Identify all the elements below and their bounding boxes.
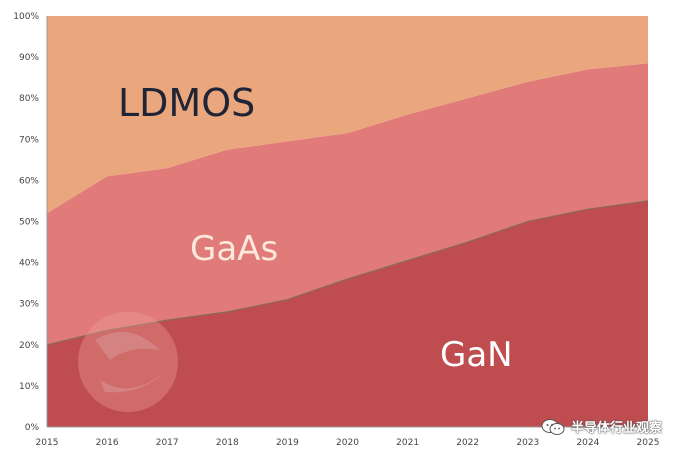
x-tick-label: 2024 bbox=[576, 438, 599, 448]
x-tick-label: 2020 bbox=[336, 438, 359, 448]
x-tick-label: 2015 bbox=[36, 438, 59, 448]
boundary-gan-gaas bbox=[46, 200, 649, 346]
area-label-gan: GaN bbox=[440, 335, 513, 375]
y-tick-label: 70% bbox=[19, 135, 39, 145]
y-tick-label: 40% bbox=[19, 259, 39, 269]
watermark-logo bbox=[78, 312, 178, 412]
watermark-text: 半导体行业观察 bbox=[570, 421, 662, 436]
y-axis: 0% 10% 20% 30% 40% 50% 60% 70% 80% 90% 100% bbox=[13, 12, 48, 433]
x-tick-label: 2018 bbox=[216, 438, 239, 448]
x-tick-label: 2021 bbox=[396, 438, 419, 448]
x-tick-label: 2025 bbox=[637, 438, 660, 448]
area-gaas bbox=[47, 63, 648, 345]
area-labels: GaN GaAs LDMOS bbox=[118, 81, 513, 375]
wechat-icon bbox=[541, 418, 565, 435]
y-tick-label: 20% bbox=[19, 341, 39, 351]
area-label-ldmos: LDMOS bbox=[118, 81, 255, 125]
x-tick-label: 2023 bbox=[516, 438, 539, 448]
x-tick-label: 2022 bbox=[456, 438, 479, 448]
y-tick-label: 30% bbox=[19, 300, 39, 310]
y-tick-label: 10% bbox=[19, 382, 39, 392]
y-tick-label: 50% bbox=[19, 218, 39, 228]
area-gan bbox=[47, 200, 648, 427]
watermark: 半导体行业观察 bbox=[541, 417, 662, 436]
area-ldmos bbox=[47, 16, 648, 214]
x-tick-label: 2016 bbox=[96, 438, 119, 448]
y-tick-label: 90% bbox=[19, 53, 39, 63]
y-tick-label: 60% bbox=[19, 176, 39, 186]
x-tick-label: 2017 bbox=[156, 438, 179, 448]
y-tick-label: 100% bbox=[13, 12, 39, 22]
x-tick-label: 2019 bbox=[276, 438, 299, 448]
plot-area bbox=[46, 16, 649, 427]
y-tick-label: 0% bbox=[25, 423, 40, 433]
y-tick-label: 80% bbox=[19, 94, 39, 104]
area-label-gaas: GaAs bbox=[190, 229, 278, 269]
